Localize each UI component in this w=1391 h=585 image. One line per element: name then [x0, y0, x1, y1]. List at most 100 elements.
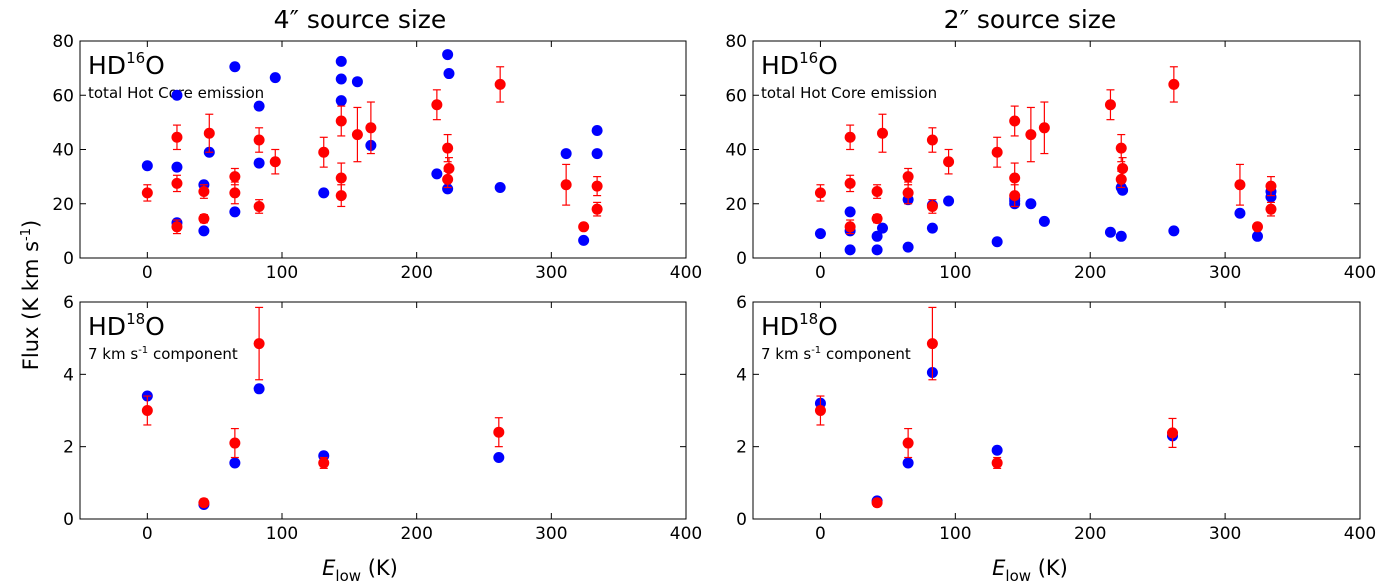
blue-point	[1117, 184, 1129, 196]
blue-point	[991, 236, 1003, 248]
red-point	[871, 497, 883, 509]
red-point	[1167, 427, 1179, 439]
red-point	[253, 134, 265, 146]
blue-point	[844, 244, 856, 256]
red-point	[442, 142, 454, 154]
x-tick-label: 0	[815, 263, 826, 283]
blue-point	[991, 444, 1003, 456]
red-point	[876, 127, 888, 139]
red-point	[902, 437, 914, 449]
blue-point	[844, 206, 856, 218]
species-label: HD16O	[761, 49, 838, 80]
x-tick-label: 100	[939, 263, 971, 283]
blue-point	[269, 72, 281, 84]
red-point	[578, 221, 590, 233]
blue-point	[171, 89, 183, 101]
red-point	[902, 187, 914, 199]
x-axis-label-unit: (K)	[361, 556, 398, 580]
x-tick-label: 400	[1344, 524, 1376, 544]
x-axis-label-sub: low	[1005, 567, 1031, 585]
x-tick-label: 300	[535, 263, 567, 283]
species-label-sup: 16	[126, 49, 145, 67]
blue-point	[229, 61, 241, 73]
red-point	[318, 457, 330, 469]
red-point	[926, 200, 938, 212]
red-point	[269, 156, 281, 168]
red-point	[591, 203, 603, 215]
blue-point	[814, 228, 826, 240]
x-axis-label-unit: (K)	[1031, 556, 1068, 580]
panel-note: 7 km s-1 component	[761, 345, 911, 363]
panel-note-pre: 7 km s	[761, 345, 811, 363]
red-point	[814, 405, 826, 416]
y-tick-label: 0	[63, 510, 74, 530]
y-axis-label-sup: -1	[19, 228, 34, 241]
panel-note-sup: -1	[811, 345, 821, 356]
red-point	[1038, 122, 1050, 134]
red-point	[943, 156, 955, 168]
blue-point	[253, 157, 265, 169]
red-point	[1251, 221, 1263, 233]
red-point	[1117, 162, 1129, 174]
x-axis-label-sub: low	[335, 567, 361, 585]
red-point	[171, 177, 183, 189]
red-point	[844, 221, 856, 233]
red-point	[1009, 172, 1021, 184]
red-point	[560, 179, 572, 191]
y-tick-label: 20	[52, 195, 74, 215]
x-tick-label: 300	[535, 524, 567, 544]
red-point	[844, 177, 856, 189]
blue-point	[943, 195, 955, 207]
y-tick-label: 6	[736, 293, 747, 313]
blue-point	[871, 244, 883, 256]
x-tick-label: 200	[400, 263, 432, 283]
blue-point	[591, 148, 603, 160]
red-point	[203, 127, 215, 139]
red-point	[141, 187, 153, 199]
x-tick-label: 0	[142, 263, 153, 283]
species-label-pre: HD	[761, 51, 799, 80]
red-point	[318, 146, 330, 158]
blue-point	[229, 206, 241, 218]
y-tick-label: 40	[52, 141, 74, 161]
red-point	[1025, 129, 1037, 141]
red-point	[229, 437, 241, 449]
x-tick-label: 400	[670, 524, 702, 544]
blue-point	[902, 241, 914, 253]
red-point	[814, 187, 826, 199]
red-point	[253, 200, 265, 212]
x-axis-label-right: Elow (K)	[992, 556, 1068, 585]
red-point	[253, 338, 265, 350]
blue-point	[1234, 207, 1246, 219]
blue-point	[1104, 226, 1116, 238]
blue-point	[902, 457, 914, 469]
red-point	[493, 426, 505, 438]
y-tick-label: 60	[52, 86, 74, 106]
blue-point	[171, 161, 183, 173]
red-point	[335, 115, 347, 127]
y-tick-label: 0	[736, 249, 747, 269]
blue-point	[253, 383, 265, 395]
red-point	[198, 497, 210, 509]
y-axis-label-close: )	[19, 220, 43, 228]
red-point	[1009, 115, 1021, 127]
red-point	[365, 122, 377, 134]
red-point	[871, 186, 883, 198]
red-point	[335, 172, 347, 184]
y-tick-label: 40	[725, 141, 747, 161]
x-axis-label-e: E	[992, 556, 1006, 580]
red-point	[494, 78, 506, 90]
y-tick-label: 80	[725, 32, 747, 52]
panel-note: total Hot Core emission	[761, 84, 937, 102]
plot-frame	[79, 301, 687, 520]
panel-note-pre: 7 km s	[88, 345, 138, 363]
y-tick-label: 20	[725, 195, 747, 215]
y-tick-label: 0	[736, 510, 747, 530]
blue-point	[591, 125, 603, 137]
red-point	[229, 171, 241, 183]
x-tick-label: 200	[400, 524, 432, 544]
y-tick-label: 2	[63, 438, 74, 458]
blue-point	[1168, 225, 1180, 237]
red-point	[198, 213, 210, 225]
